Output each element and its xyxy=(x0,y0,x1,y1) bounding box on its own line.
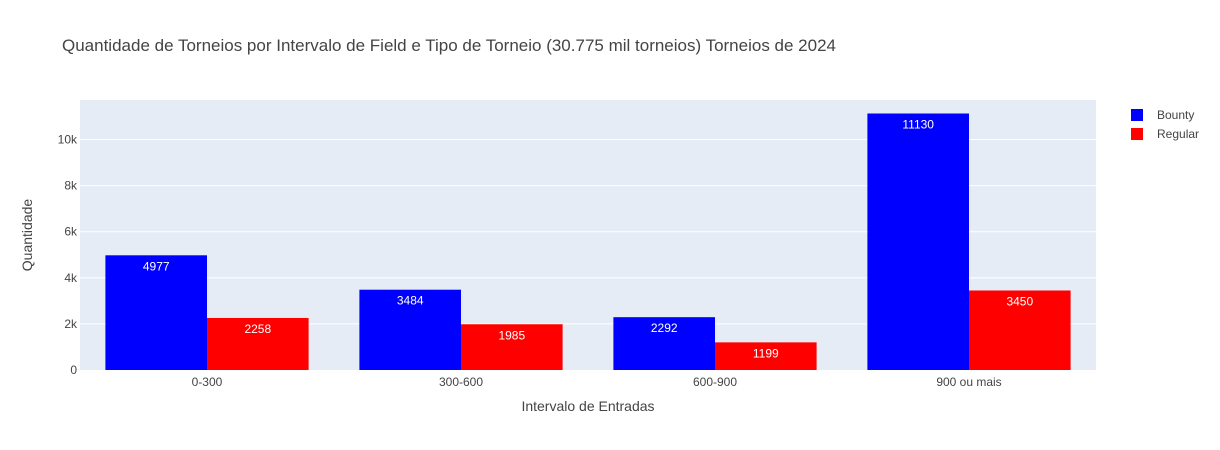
bar-value-label: 2292 xyxy=(651,321,678,335)
x-tick-label: 0-300 xyxy=(192,375,223,389)
bar-bounty xyxy=(105,255,207,370)
bars: 4977 2258 3484 1985 2292 1199 11130 3450 xyxy=(105,113,1071,370)
chart-title: Quantidade de Torneios por Intervalo de … xyxy=(62,36,836,55)
x-tick-label: 300-600 xyxy=(439,375,483,389)
bar-bounty xyxy=(613,317,715,370)
bar-regular xyxy=(715,342,817,370)
x-tick-label: 600-900 xyxy=(693,375,737,389)
y-tick-label: 0 xyxy=(70,363,77,377)
x-axis-title: Intervalo de Entradas xyxy=(521,398,654,414)
x-axis-ticks: 0-300 300-600 600-900 900 ou mais xyxy=(192,375,1002,389)
bar-value-label: 1199 xyxy=(753,346,779,360)
y-axis-title: Quantidade xyxy=(19,199,35,272)
y-tick-label: 10k xyxy=(58,133,78,147)
y-tick-label: 4k xyxy=(64,271,78,285)
legend-label: Bounty xyxy=(1157,108,1194,122)
bar-value-label: 1985 xyxy=(498,328,525,342)
bar-value-label: 2258 xyxy=(244,322,271,336)
bar-value-label: 3450 xyxy=(1006,294,1033,308)
y-axis-ticks: 0 2k 4k 6k 8k 10k xyxy=(58,133,78,377)
x-tick-label: 900 ou mais xyxy=(936,375,1001,389)
bar-value-label: 3484 xyxy=(397,294,424,308)
legend-swatch-bounty xyxy=(1131,109,1143,121)
y-tick-label: 2k xyxy=(64,317,78,331)
y-tick-label: 8k xyxy=(64,179,78,193)
legend-label: Regular xyxy=(1157,127,1199,141)
bar-value-label: 4977 xyxy=(143,259,170,273)
bar-bounty xyxy=(359,289,461,370)
legend-swatch-regular xyxy=(1131,128,1143,140)
y-tick-label: 6k xyxy=(64,225,78,239)
bar-regular xyxy=(461,324,563,370)
bar-regular xyxy=(969,290,1071,370)
bar-regular xyxy=(207,317,309,370)
bar-value-label: 11130 xyxy=(902,118,934,132)
bar-bounty xyxy=(867,113,969,370)
legend: Bounty Regular xyxy=(1131,108,1199,141)
